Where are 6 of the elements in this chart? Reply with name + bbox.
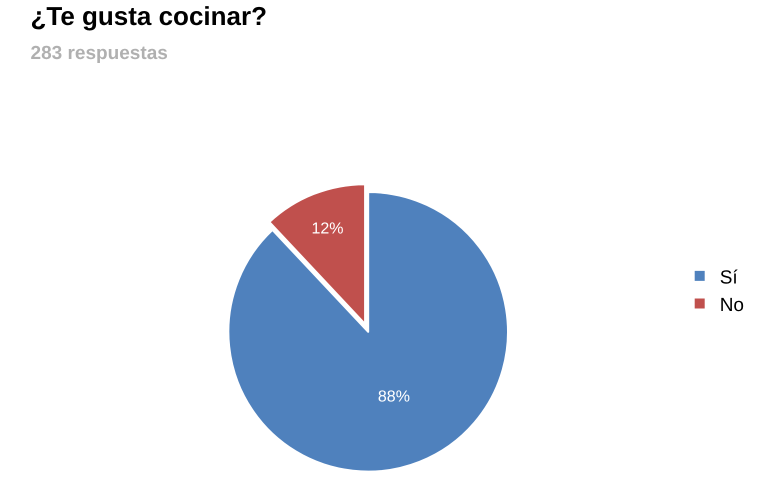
chart-title: ¿Te gusta cocinar? (30, 1, 267, 31)
legend-label: No (720, 294, 744, 316)
chart-subtitle: 283 respuestas (30, 42, 168, 64)
data-label: 12% (311, 220, 344, 238)
data-label: 88% (378, 388, 410, 406)
legend-label: Sí (720, 267, 738, 288)
